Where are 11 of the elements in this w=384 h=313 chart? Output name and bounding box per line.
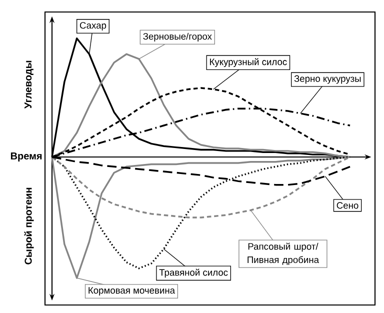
y-axis-title: Углеводы — [24, 60, 34, 109]
text: Зерно кукурузы — [294, 75, 361, 84]
series-label: Травяной силос — [159, 268, 228, 278]
series-label: Сахар — [80, 22, 106, 31]
series-label: Кормовая мочевина — [88, 287, 176, 296]
text: Рапсовый шрот/ Пивная дробина — [248, 242, 320, 265]
x-axis-title: Время — [10, 152, 42, 162]
text: Сено — [336, 202, 358, 209]
text: Кукурузный силос — [210, 58, 287, 68]
text: Сырой протеин — [24, 188, 34, 264]
series-label: Зерновые/горох — [143, 32, 212, 42]
